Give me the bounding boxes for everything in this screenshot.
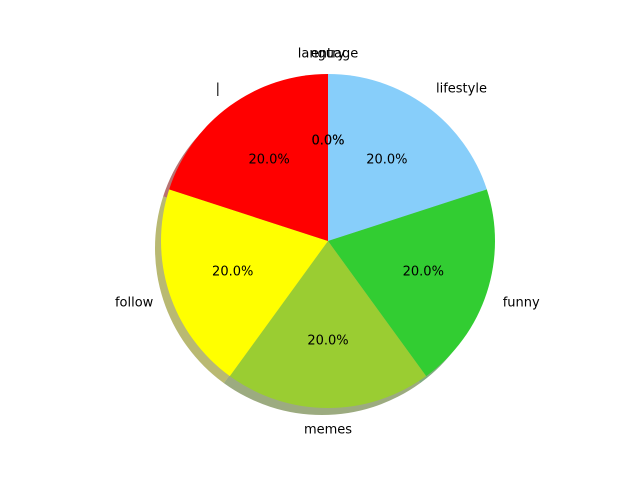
slice-percent-follow: 20.0% (212, 264, 253, 279)
slice-percent-memes: 20.0% (307, 334, 348, 349)
slice-label-follow: follow (115, 296, 154, 311)
slice-follow (161, 189, 328, 377)
slice-label-funny: funny (503, 296, 540, 311)
slice-percent-funny: 20.0% (403, 264, 444, 279)
slice-lifestyle (328, 74, 487, 241)
slice-funny (328, 189, 496, 377)
slice-memes (229, 241, 427, 408)
slice-percent-lifestyle: 20.0% (366, 152, 407, 167)
slice-percent-slice-4: 20.0% (248, 152, 289, 167)
slice-label-memes: memes (304, 422, 352, 437)
slice-label-slice-4: | (216, 81, 220, 96)
slice-percent-entry: 0.0% (311, 133, 344, 148)
slice-label-lifestyle: lifestyle (436, 81, 487, 96)
slice-label-language: language (298, 46, 359, 61)
slice-label-entry: entry (311, 46, 346, 61)
pie-percent-labels: 20.0%20.0%20.0%20.0%20.0%0.0%0.0% (212, 133, 444, 348)
slice-slice-4 (169, 74, 328, 241)
slice-percent-language: 0.0% (311, 133, 344, 148)
pie-slices (161, 74, 496, 408)
